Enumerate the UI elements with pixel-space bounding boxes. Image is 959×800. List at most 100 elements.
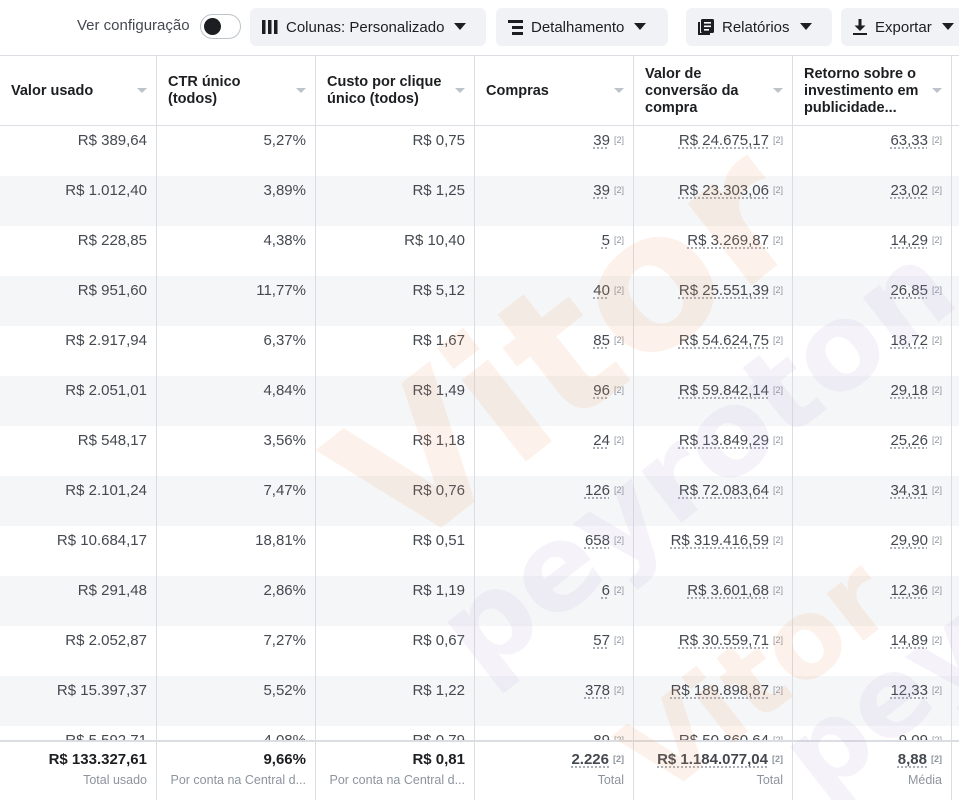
sort-icon[interactable] — [296, 88, 306, 93]
breakdown-button[interactable]: Detalhamento — [496, 8, 668, 46]
cell-value[interactable]: R$ 23.303,06 — [678, 182, 769, 199]
purchases-cell: 24 [2] — [475, 426, 634, 476]
reference-marker: [2] — [613, 135, 624, 145]
export-button[interactable]: Exportar — [841, 8, 959, 46]
cost-per-click-cell: R$ 10,40 — [316, 226, 475, 276]
table-row[interactable]: R$ 389,64 5,27% R$ 0,75 39 [2] R$ 24.675,17 [2… — [0, 126, 959, 176]
table-row[interactable]: R$ 10.684,17 18,81% R$ 0,51 658 [2] R$ 319.41… — [0, 526, 959, 576]
column-header-cost-per-unique-click[interactable]: Custo por clique único (todos) — [316, 56, 475, 126]
cell-value: 11,77% — [256, 282, 306, 299]
conversion-value-cell: R$ 24.675,17 [2] — [634, 126, 793, 176]
reference-marker: [2] — [613, 585, 624, 595]
cell-value[interactable]: 658 — [584, 532, 610, 549]
cost-per-click-cell: R$ 0,76 — [316, 476, 475, 526]
cell-value[interactable]: R$ 30.559,71 — [678, 632, 769, 649]
table-row[interactable]: R$ 951,60 11,77% R$ 5,12 40 [2] R$ 25.551,39[… — [0, 276, 959, 326]
cell-value[interactable]: 9,09 — [899, 732, 928, 740]
cell-value: R$ 548,17 — [77, 432, 147, 449]
total-label: Total — [756, 773, 783, 787]
total-cell: 8,88 [2] Média — [793, 742, 952, 800]
cell-value[interactable]: 18,72 — [890, 332, 928, 349]
cell-value: R$ 0,75 — [412, 132, 465, 149]
total-cell: R$ 1.184.077,04 [2] Total — [634, 742, 793, 800]
cell-value[interactable]: 96 — [593, 382, 610, 399]
table-row[interactable]: R$ 5.592,714,08%R$ 0,7989[2]R$ 50.860,64… — [0, 726, 959, 740]
total-value[interactable]: 8,88 — [897, 751, 927, 768]
total-value[interactable]: R$ 1.184.077,04 — [657, 751, 768, 768]
cell-value[interactable]: 85 — [593, 332, 610, 349]
table-row[interactable]: R$ 291,48 2,86% R$ 1,19 6 [2] R$ 3.601,68 [2] 1… — [0, 576, 959, 626]
reference-marker: [2] — [613, 435, 624, 445]
column-header-amount-spent[interactable]: Valor usado — [0, 56, 157, 126]
cell-value[interactable]: R$ 189.898,87 — [670, 682, 769, 699]
column-header-unique-ctr[interactable]: CTR único (todos) — [157, 56, 316, 126]
column-header-purchases[interactable]: Compras — [475, 56, 634, 126]
view-settings-toggle[interactable] — [200, 14, 241, 39]
cell-value[interactable]: 12,33 — [890, 682, 928, 699]
conversion-value-cell: R$ 23.303,06 [2] — [634, 176, 793, 226]
cell-value[interactable]: 26,85 — [890, 282, 928, 299]
cell-value[interactable]: 34,31 — [890, 482, 928, 499]
cell-value: R$ 1.012,40 — [65, 182, 147, 199]
table-row[interactable]: R$ 1.012,40 3,89% R$ 1,25 39 [2] R$ 23.303,06… — [0, 176, 959, 226]
cell-value[interactable]: R$ 24.675,17 — [678, 132, 769, 149]
table-row[interactable]: R$ 2.917,94 6,37% R$ 1,67 85 [2] R$ 54.624,75… — [0, 326, 959, 376]
cell-value[interactable]: R$ 50.860,64 — [679, 732, 769, 740]
sort-icon[interactable] — [614, 88, 624, 93]
table-row[interactable]: R$ 2.101,24 7,47% R$ 0,76 126 [2] R$ 72.083,6… — [0, 476, 959, 526]
cell-value: 4,38% — [263, 232, 306, 249]
cell-value[interactable]: 24 — [593, 432, 610, 449]
table-row[interactable]: R$ 2.052,87 7,27% R$ 0,67 57 [2] R$ 30.559,71… — [0, 626, 959, 676]
cell-value[interactable]: 29,18 — [890, 382, 928, 399]
cell-value[interactable]: R$ 3.269,87 — [687, 232, 769, 249]
cell-value[interactable]: 126 — [584, 482, 610, 499]
cell-value[interactable]: R$ 59.842,14 — [678, 382, 769, 399]
table-row[interactable]: R$ 548,17 3,56% R$ 1,18 24 [2] R$ 13.849,29 [2… — [0, 426, 959, 476]
cell-value[interactable]: 6 — [601, 582, 610, 599]
cell-value[interactable]: 12,36 — [890, 582, 928, 599]
reports-button-label: Relatórios — [722, 18, 790, 36]
cell-value[interactable]: 57 — [593, 632, 610, 649]
sort-icon[interactable] — [932, 88, 942, 93]
cell-value[interactable]: 25,26 — [890, 432, 928, 449]
cell-value[interactable]: R$ 319.416,59 — [670, 532, 769, 549]
cell-value[interactable]: 63,33 — [890, 132, 928, 149]
cell-value[interactable]: 29,90 — [890, 532, 928, 549]
sort-icon[interactable] — [773, 88, 783, 93]
column-header-roas[interactable]: Retorno sobre o investimento em publicid… — [793, 56, 952, 126]
total-value[interactable]: 2.226 — [571, 751, 609, 768]
column-header-label: Custo por clique único (todos) — [327, 74, 442, 107]
cell-value[interactable]: R$ 72.083,64 — [678, 482, 769, 499]
sort-icon[interactable] — [455, 88, 465, 93]
cell-value[interactable]: 39 — [593, 132, 610, 149]
unique-ctr-cell: 4,08% — [157, 726, 316, 740]
cell-value[interactable]: 14,29 — [890, 232, 928, 249]
cell-value[interactable]: R$ 25.551,39 — [678, 282, 769, 299]
table-row[interactable]: R$ 15.397,37 5,52% R$ 1,22 378 [2] R$ 189.898… — [0, 676, 959, 726]
table-row[interactable]: R$ 2.051,01 4,84% R$ 1,49 96 [2] R$ 59.842,14… — [0, 376, 959, 426]
roas-cell: 18,72 [2] — [793, 326, 952, 376]
columns-button[interactable]: Colunas: Personalizado — [250, 8, 486, 46]
unique-ctr-cell: 7,47% — [157, 476, 316, 526]
cell-value[interactable]: 23,02 — [890, 182, 928, 199]
cell-value[interactable]: 378 — [584, 682, 610, 699]
column-header-purchase-conversion-value[interactable]: Valor de conversão da compra — [634, 56, 793, 126]
download-icon — [853, 19, 867, 35]
cell-value[interactable]: 89 — [593, 732, 610, 740]
cell-value[interactable]: 5 — [601, 232, 610, 249]
cell-value: R$ 228,85 — [77, 232, 147, 249]
cell-value[interactable]: R$ 54.624,75 — [678, 332, 769, 349]
cell-value: 6,37% — [263, 332, 306, 349]
table-row[interactable]: R$ 228,85 4,38% R$ 10,40 5 [2] R$ 3.269,87 [2]… — [0, 226, 959, 276]
cell-value[interactable]: 40 — [593, 282, 610, 299]
conversion-value-cell: R$ 189.898,87 [2] — [634, 676, 793, 726]
reference-marker: [2] — [613, 235, 624, 245]
cell-value[interactable]: 14,89 — [890, 632, 928, 649]
purchases-cell: 5 [2] — [475, 226, 634, 276]
amount-spent-cell: R$ 291,48 — [0, 576, 157, 626]
cell-value[interactable]: R$ 13.849,29 — [678, 432, 769, 449]
cell-value[interactable]: R$ 3.601,68 — [687, 582, 769, 599]
cell-value[interactable]: 39 — [593, 182, 610, 199]
reports-button[interactable]: Relatórios — [686, 8, 832, 46]
sort-icon[interactable] — [137, 88, 147, 93]
